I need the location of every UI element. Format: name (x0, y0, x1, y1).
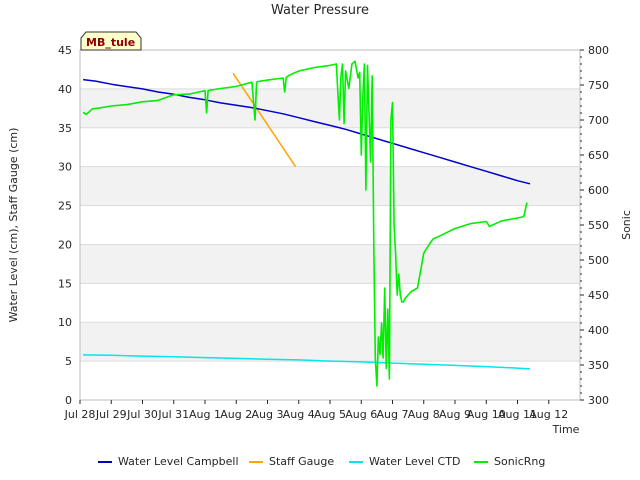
y-tick-left-10: 10 (58, 316, 72, 329)
y-tick-left-15: 15 (58, 277, 72, 290)
legend-label-ctd: Water Level CTD (369, 455, 460, 468)
y-axis-left-title: Water Level (cm), Staff Gauge (cm) (7, 128, 20, 323)
x-tick-label: Aug 6 (345, 408, 377, 421)
y-tick-left-5: 5 (65, 355, 72, 368)
series-layer (82, 60, 531, 387)
x-tick-label: Aug 11 (498, 408, 537, 421)
axes: 0 5 10 15 20 25 30 35 40 45 300 350 400 450 500 550 600 6… (58, 44, 609, 421)
x-tick-label: Aug 7 (377, 408, 409, 421)
x-tick-label: Aug 12 (529, 408, 568, 421)
y-tick-left-30: 30 (58, 161, 72, 174)
y-tick-left-35: 35 (58, 122, 72, 135)
y-tick-right-350: 350 (588, 359, 609, 372)
site-label-shape (80, 31, 142, 51)
y-tick-right-550: 550 (588, 219, 609, 232)
x-tick-label: Jul 28 (64, 408, 96, 421)
site-label: MB_tule (86, 36, 135, 49)
legend: Water Level Campbell Staff Gauge Water L… (98, 455, 545, 468)
y-tick-left-20: 20 (58, 238, 72, 251)
x-tick-label: Jul 31 (157, 408, 189, 421)
legend-label-staff: Staff Gauge (269, 455, 334, 468)
y-tick-right-500: 500 (588, 254, 609, 267)
x-tick-label: Aug 4 (283, 408, 315, 421)
x-tick-label: Jul 29 (95, 408, 127, 421)
series-line-ctd (83, 354, 531, 370)
plot-bands (80, 88, 580, 362)
x-tick-label: Aug 2 (220, 408, 252, 421)
chart-title: Water Pressure (271, 3, 369, 18)
y-tick-right-750: 750 (588, 79, 609, 92)
y-tick-right-400: 400 (588, 324, 609, 337)
legend-label-sonic: SonicRng (494, 455, 545, 468)
x-tick-label: Aug 8 (408, 408, 440, 421)
band-25 (80, 166, 580, 206)
y-tick-left-25: 25 (58, 200, 72, 213)
series-line-campbell (83, 78, 531, 185)
y-tick-right-800: 800 (588, 44, 609, 57)
y-tick-left-45: 45 (58, 44, 72, 57)
y-tick-right-450: 450 (588, 289, 609, 302)
y-axis-right-title: Sonic (620, 210, 633, 240)
series-line-sonic (82, 60, 528, 387)
y-tick-left-40: 40 (58, 83, 72, 96)
band-5 (80, 322, 580, 362)
band-15 (80, 244, 580, 284)
x-tick-label: Aug 1 (189, 408, 221, 421)
y-tick-right-300: 300 (588, 394, 609, 407)
x-tick-label: Aug 5 (314, 408, 346, 421)
x-tick-label: Aug 9 (439, 408, 471, 421)
y-tick-left-0: 0 (65, 394, 72, 407)
y-tick-right-700: 700 (588, 114, 609, 127)
x-tick-label: Aug 10 (467, 408, 506, 421)
legend-label-campbell: Water Level Campbell (118, 455, 239, 468)
site-label-box: MB_tule (80, 31, 142, 51)
band-35 (80, 88, 580, 128)
y-tick-right-600: 600 (588, 184, 609, 197)
x-tick-label: Aug 3 (252, 408, 284, 421)
y-tick-right-650: 650 (588, 149, 609, 162)
x-tick-label: Jul 30 (126, 408, 158, 421)
series-line-staff (232, 72, 297, 168)
x-axis-title: Time (552, 423, 580, 436)
